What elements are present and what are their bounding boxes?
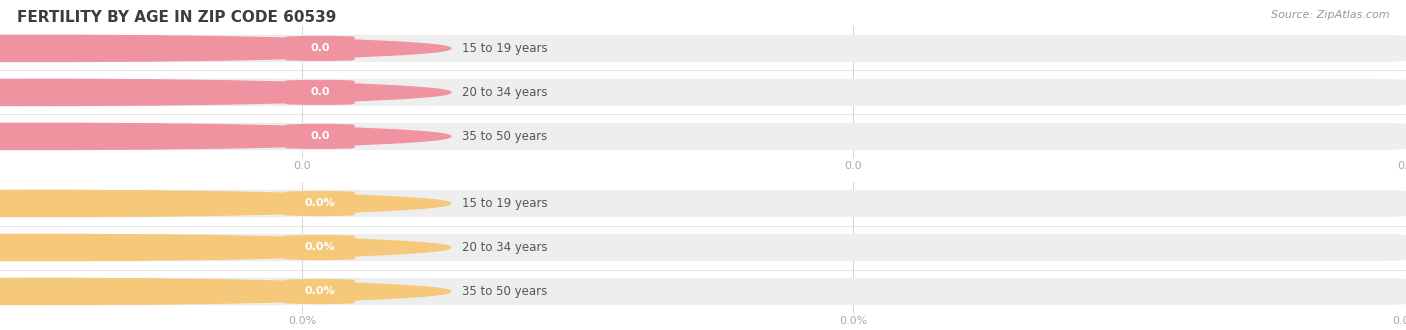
Text: 35 to 50 years: 35 to 50 years [463,130,547,143]
FancyBboxPatch shape [7,190,1406,217]
Circle shape [0,35,451,61]
Text: 20 to 34 years: 20 to 34 years [463,86,547,99]
Circle shape [0,279,451,305]
FancyBboxPatch shape [285,191,354,216]
Circle shape [0,190,451,216]
Text: 15 to 19 years: 15 to 19 years [463,42,547,55]
FancyBboxPatch shape [32,80,288,105]
FancyBboxPatch shape [7,234,1406,261]
FancyBboxPatch shape [32,235,288,260]
FancyBboxPatch shape [32,36,288,61]
FancyBboxPatch shape [32,191,288,216]
FancyBboxPatch shape [32,279,288,304]
Text: 0.0: 0.0 [311,87,329,97]
Text: 0.0%: 0.0% [305,286,335,296]
FancyBboxPatch shape [7,79,1406,106]
Text: 20 to 34 years: 20 to 34 years [463,241,547,254]
Text: 0.0: 0.0 [311,44,329,53]
FancyBboxPatch shape [32,124,288,149]
Text: 35 to 50 years: 35 to 50 years [463,285,547,298]
FancyBboxPatch shape [285,36,354,61]
Text: Source: ZipAtlas.com: Source: ZipAtlas.com [1271,10,1389,20]
FancyBboxPatch shape [7,123,1406,150]
Circle shape [0,123,451,149]
Text: 0.0: 0.0 [311,131,329,141]
Text: 15 to 19 years: 15 to 19 years [463,197,547,210]
Text: 0.0%: 0.0% [305,243,335,252]
Circle shape [0,234,451,261]
FancyBboxPatch shape [7,35,1406,62]
FancyBboxPatch shape [285,124,354,149]
FancyBboxPatch shape [285,80,354,105]
FancyBboxPatch shape [285,235,354,260]
Text: 0.0%: 0.0% [305,199,335,209]
Circle shape [0,79,451,106]
FancyBboxPatch shape [285,279,354,304]
Text: FERTILITY BY AGE IN ZIP CODE 60539: FERTILITY BY AGE IN ZIP CODE 60539 [17,10,336,25]
FancyBboxPatch shape [7,278,1406,305]
